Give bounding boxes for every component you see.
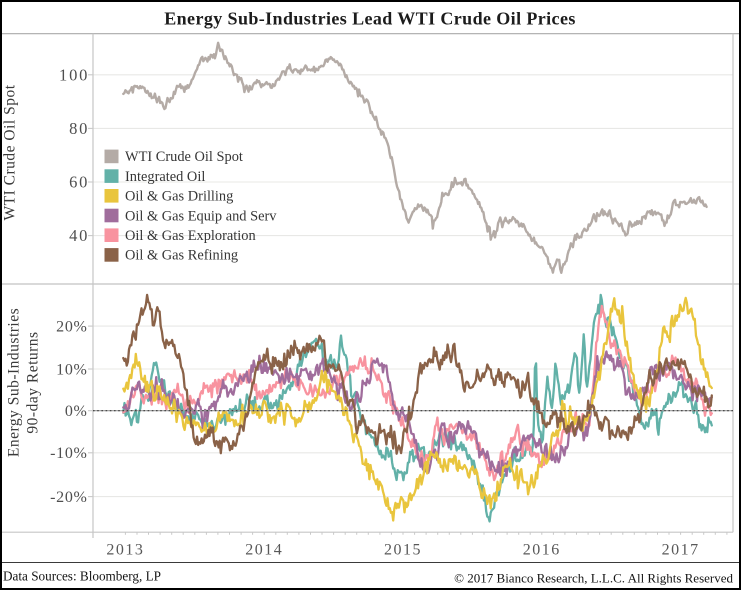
- svg-text:60: 60: [69, 173, 89, 192]
- svg-text:90-day Returns: 90-day Returns: [25, 331, 42, 433]
- svg-text:80: 80: [69, 119, 89, 138]
- svg-text:2016: 2016: [523, 542, 561, 559]
- svg-text:-20%: -20%: [50, 489, 87, 506]
- svg-text:2017: 2017: [662, 542, 700, 559]
- svg-text:© 2017 Bianco Research, L.L.C.: © 2017 Bianco Research, L.L.C. All Right…: [454, 571, 733, 586]
- svg-text:WTI Crude Oil Spot: WTI Crude Oil Spot: [125, 149, 243, 165]
- svg-text:20%: 20%: [56, 319, 87, 336]
- svg-text:Oil & Gas Equip and Serv: Oil & Gas Equip and Serv: [125, 208, 277, 224]
- svg-text:2013: 2013: [106, 542, 144, 559]
- svg-text:2014: 2014: [245, 542, 283, 559]
- svg-text:100: 100: [59, 65, 89, 84]
- svg-text:40: 40: [69, 226, 89, 245]
- svg-text:Energy Sub-Industries: Energy Sub-Industries: [6, 308, 23, 457]
- svg-text:Oil & Gas Drilling: Oil & Gas Drilling: [125, 189, 233, 205]
- svg-text:Energy Sub-Industries Lead WTI: Energy Sub-Industries Lead WTI Crude Oil…: [164, 9, 576, 29]
- svg-text:-10%: -10%: [50, 445, 87, 462]
- svg-text:10%: 10%: [56, 361, 87, 378]
- svg-text:Oil & Gas Exploration: Oil & Gas Exploration: [125, 228, 256, 244]
- svg-text:Oil & Gas Refining: Oil & Gas Refining: [125, 248, 238, 264]
- svg-text:0%: 0%: [65, 403, 88, 420]
- svg-text:Integrated Oil: Integrated Oil: [125, 169, 205, 185]
- svg-text:2015: 2015: [384, 542, 422, 559]
- svg-text:WTI Crude Oil Spot: WTI Crude Oil Spot: [2, 84, 19, 220]
- svg-text:Data Sources: Bloomberg, LP: Data Sources: Bloomberg, LP: [3, 569, 161, 584]
